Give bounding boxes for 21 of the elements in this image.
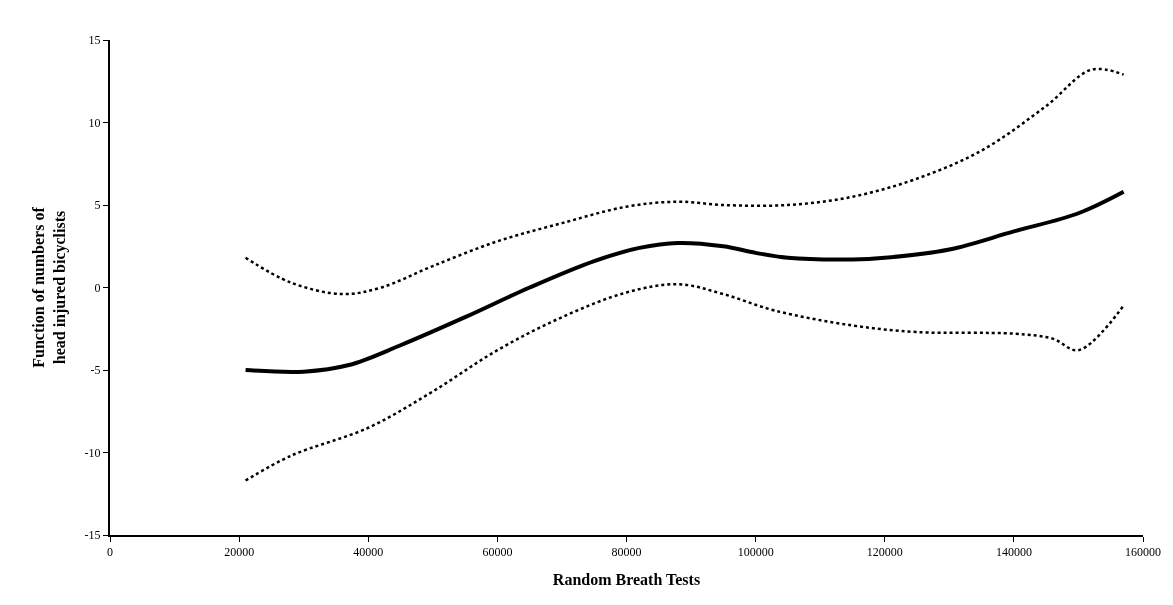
line-series — [244, 282, 1125, 482]
y-axis-title: Function of numbers of head injured bicyclists — [30, 206, 69, 368]
y-tick-label: 5 — [94, 198, 101, 213]
y-tick-label: 15 — [88, 33, 101, 48]
line-series — [244, 67, 1125, 296]
y-tick-label: 0 — [94, 280, 101, 295]
x-tick-label: 0 — [107, 545, 113, 560]
y-tick-label: 10 — [88, 115, 101, 130]
y-tick-label: -5 — [90, 363, 101, 378]
x-tick-label: 140000 — [995, 545, 1032, 560]
x-tick-label: 20000 — [224, 545, 255, 560]
x-tick-label: 100000 — [737, 545, 774, 560]
x-tick-label: 40000 — [353, 545, 384, 560]
x-tick-label: 160000 — [1125, 545, 1161, 560]
line-series — [243, 189, 1126, 374]
x-axis-title: Random Breath Tests — [552, 570, 701, 588]
x-tick-label: 60000 — [482, 545, 513, 560]
x-tick-label: 80000 — [611, 545, 642, 560]
y-tick-label: -15 — [84, 528, 101, 543]
x-tick-label: 120000 — [866, 545, 903, 560]
y-tick-label: -10 — [84, 445, 101, 460]
